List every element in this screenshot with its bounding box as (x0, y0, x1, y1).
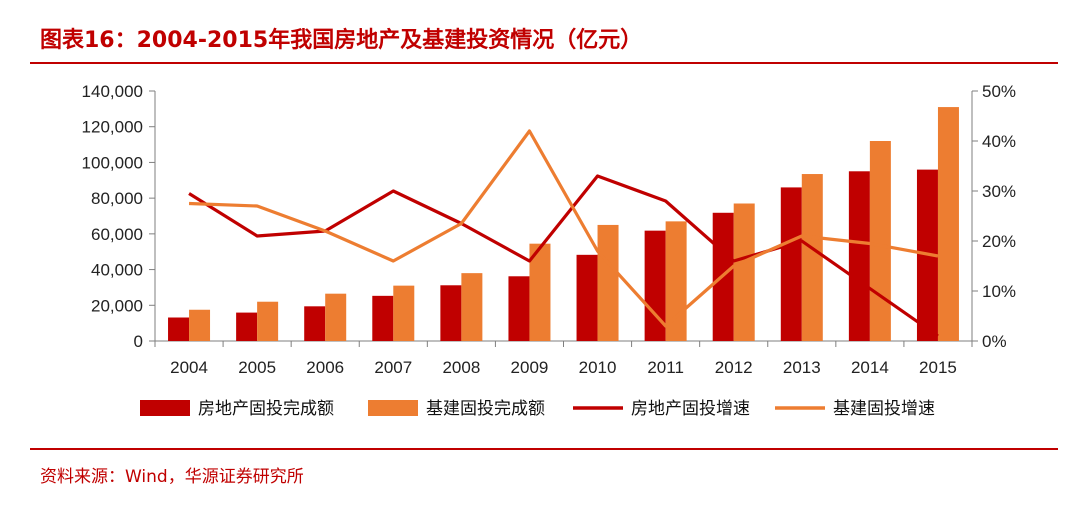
x-tick-label: 2009 (511, 358, 549, 377)
y2-tick-label: 30% (982, 182, 1016, 201)
bar-realestate (440, 285, 462, 341)
bar-realestate (780, 187, 802, 341)
bar-infra (597, 224, 619, 341)
y2-tick-label: 0% (982, 332, 1007, 351)
bar-realestate (168, 317, 190, 341)
x-tick-label: 2010 (579, 358, 617, 377)
chart-bars (168, 107, 959, 341)
x-tick-label: 2014 (851, 358, 889, 377)
y-tick-label: 0 (134, 332, 143, 351)
legend-swatch (368, 400, 418, 416)
chart-axes: 0 20,000 40,000 60,000 80,000 100,000 120,000 1… (82, 82, 1016, 377)
line-realestate-growth (188, 174, 939, 338)
legend-label: 基建固投增速 (833, 399, 935, 419)
line-infra-growth (188, 129, 939, 328)
x-tick-label: 2004 (170, 358, 208, 377)
y-tick-label: 60,000 (91, 225, 143, 244)
y-tick-label: 20,000 (91, 296, 143, 315)
x-tick-label: 2013 (783, 358, 821, 377)
bar-realestate (576, 254, 598, 341)
bar-realestate (508, 276, 530, 341)
bar-infra (801, 174, 823, 341)
bar-infra (529, 243, 551, 341)
legend-label: 房地产固投完成额 (198, 399, 334, 419)
x-tick-label: 2006 (306, 358, 344, 377)
source-note: 资料来源：Wind，华源证券研究所 (40, 467, 304, 487)
y-tick-label: 120,000 (82, 118, 143, 137)
y2-tick-label: 20% (982, 232, 1016, 251)
chart-legend: 房地产固投完成额 基建固投完成额 房地产固投增速 基建固投增速 (140, 399, 935, 419)
y-tick-label: 40,000 (91, 261, 143, 280)
chart-canvas: 0 20,000 40,000 60,000 80,000 100,000 120,000 1… (82, 82, 1016, 419)
y-tick-label: 100,000 (82, 153, 143, 172)
bar-infra (869, 141, 891, 341)
bar-realestate (372, 295, 394, 341)
source-rule (30, 448, 1058, 450)
chart-lines (188, 129, 939, 338)
bar-infra (257, 301, 279, 341)
bar-infra (325, 293, 347, 341)
legend-label: 基建固投完成额 (426, 399, 545, 419)
x-tick-label: 2005 (238, 358, 276, 377)
y2-tick-label: 50% (982, 82, 1016, 101)
x-tick-label: 2015 (919, 358, 957, 377)
x-tick-label: 2011 (647, 358, 684, 377)
y-tick-label: 80,000 (91, 189, 143, 208)
bar-infra (393, 285, 415, 341)
bar-infra (937, 107, 959, 341)
y-tick-label: 140,000 (82, 82, 143, 101)
title-rule (30, 62, 1058, 64)
y2-tick-label: 10% (982, 282, 1016, 301)
legend-label: 房地产固投增速 (631, 399, 750, 419)
bar-infra (733, 203, 755, 341)
legend-swatch (140, 400, 190, 416)
y2-tick-label: 40% (982, 132, 1016, 151)
bar-realestate (848, 171, 870, 341)
x-tick-label: 2012 (715, 358, 753, 377)
bar-infra (189, 309, 211, 341)
chart-title: 图表16：2004-2015年我国房地产及基建投资情况（亿元） (40, 28, 643, 53)
bar-infra (461, 273, 483, 341)
bar-realestate (644, 230, 666, 341)
bar-realestate (236, 312, 258, 341)
x-tick-label: 2007 (374, 358, 412, 377)
bar-realestate (304, 306, 326, 341)
x-tick-label: 2008 (442, 358, 480, 377)
